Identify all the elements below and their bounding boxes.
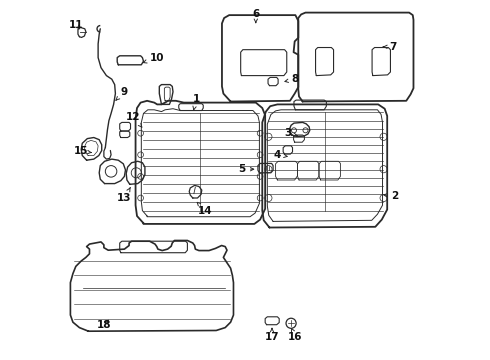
Text: 12: 12 [126, 112, 142, 127]
Text: 16: 16 [288, 328, 303, 342]
Text: 9: 9 [116, 87, 128, 100]
Text: 17: 17 [265, 328, 279, 342]
Text: 3: 3 [285, 128, 297, 138]
Text: 15: 15 [74, 146, 91, 156]
Text: 5: 5 [238, 164, 254, 174]
Text: 1: 1 [193, 94, 200, 110]
Text: 7: 7 [383, 42, 396, 52]
Text: 18: 18 [97, 320, 111, 330]
Text: 10: 10 [144, 53, 164, 63]
Text: 13: 13 [117, 188, 132, 203]
Text: 8: 8 [285, 74, 299, 84]
Text: 2: 2 [384, 191, 398, 201]
Text: 6: 6 [252, 9, 259, 23]
Text: 14: 14 [197, 202, 213, 216]
Text: 4: 4 [274, 150, 287, 160]
Text: 11: 11 [69, 20, 84, 30]
